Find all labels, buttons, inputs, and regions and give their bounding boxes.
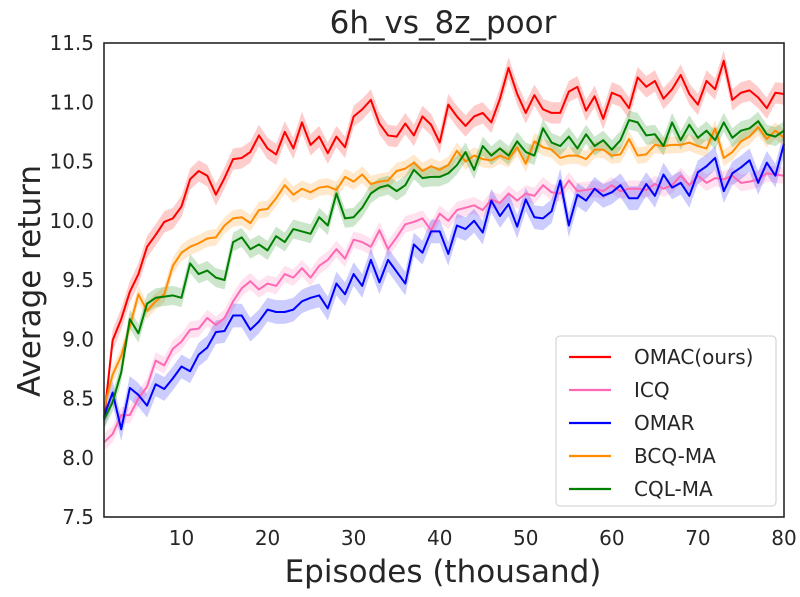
bcq-ma-legend-label: BCQ-MA: [634, 444, 716, 468]
omar-legend-label: OMAR: [634, 411, 695, 435]
x-tick-label: 70: [685, 526, 710, 550]
chart-title: 6h_vs_8z_poor: [330, 5, 557, 41]
x-tick-label: 10: [169, 526, 194, 550]
cql-ma-legend-label: CQL-MA: [634, 477, 713, 501]
omar-line: [103, 143, 785, 431]
omac-ours-line: [103, 59, 785, 419]
y-tick-label: 8.5: [62, 387, 94, 411]
y-tick-label: 11.5: [49, 31, 94, 55]
plot-frame: [103, 42, 785, 518]
omac-ours-confidence-band: [104, 50, 784, 430]
bcq-ma-confidence-band: [104, 118, 784, 417]
x-tick-label: 40: [427, 526, 452, 550]
y-tick-label: 10.0: [49, 209, 94, 233]
omac-ours-legend-label: OMAC(ours): [634, 345, 753, 369]
legend-box: [555, 335, 777, 507]
x-tick-label: 80: [771, 526, 796, 550]
icq-legend-label: ICQ: [634, 378, 670, 402]
y-axis-label: Average return: [12, 165, 48, 397]
y-tick-label: 9.0: [62, 327, 94, 351]
x-axis-ticks: 10 20 30 40 50 60 70 80: [169, 526, 797, 550]
icq-confidence-band: [104, 165, 784, 451]
x-tick-label: 20: [255, 526, 280, 550]
y-tick-label: 7.5: [62, 505, 94, 529]
y-tick-label: 9.5: [62, 268, 94, 292]
x-tick-label: 30: [341, 526, 366, 550]
x-tick-label: 60: [599, 526, 624, 550]
y-axis-ticks: 7.5 8.0 8.5 9.0 9.5 10.0 10.5 11.0 11.5: [49, 31, 94, 529]
x-axis-label: Episodes (thousand): [285, 554, 602, 590]
series-lines: [103, 59, 785, 444]
y-tick-label: 10.5: [49, 150, 94, 174]
legend: OMAC(ours) ICQ OMAR BCQ-MA CQL-MA: [555, 335, 777, 507]
cql-ma-line: [103, 119, 785, 421]
y-tick-label: 8.0: [62, 446, 94, 470]
bcq-ma-line: [103, 126, 785, 409]
x-tick-label: 50: [513, 526, 538, 550]
y-tick-label: 11.0: [49, 90, 94, 114]
